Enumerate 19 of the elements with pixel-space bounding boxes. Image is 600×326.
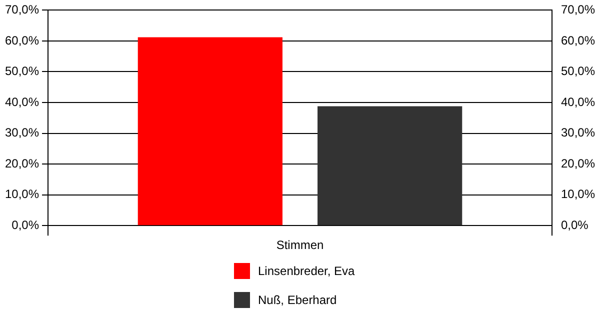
- y-tick-label: 60,0%: [4, 33, 40, 48]
- legend-label: Nuß, Eberhard: [258, 292, 337, 306]
- text: 50,0%: [560, 64, 596, 78]
- text: 20,0%: [560, 156, 596, 170]
- text: 30,0%: [560, 126, 596, 140]
- y-tick-label: 30,0%: [4, 126, 40, 140]
- y-tick-label: 10,0%: [4, 187, 40, 202]
- y-tick-label: 0,0%: [12, 218, 40, 232]
- y-tick-label: 70,0%: [4, 2, 40, 17]
- text: 10,0%: [560, 187, 596, 202]
- x-tick-label: Stimmen: [276, 238, 324, 252]
- text: 40,0%: [560, 94, 596, 109]
- text: 0,0%: [560, 218, 588, 232]
- text: 60,0%: [560, 33, 596, 48]
- y-tick-label: 50,0%: [4, 64, 40, 78]
- legend-label: Linsenbreder, Eva: [258, 264, 355, 278]
- y-tick-label: 40,0%: [4, 94, 40, 109]
- y-tick-label: 20,0%: [4, 156, 40, 170]
- text: 70,0%: [560, 2, 596, 17]
